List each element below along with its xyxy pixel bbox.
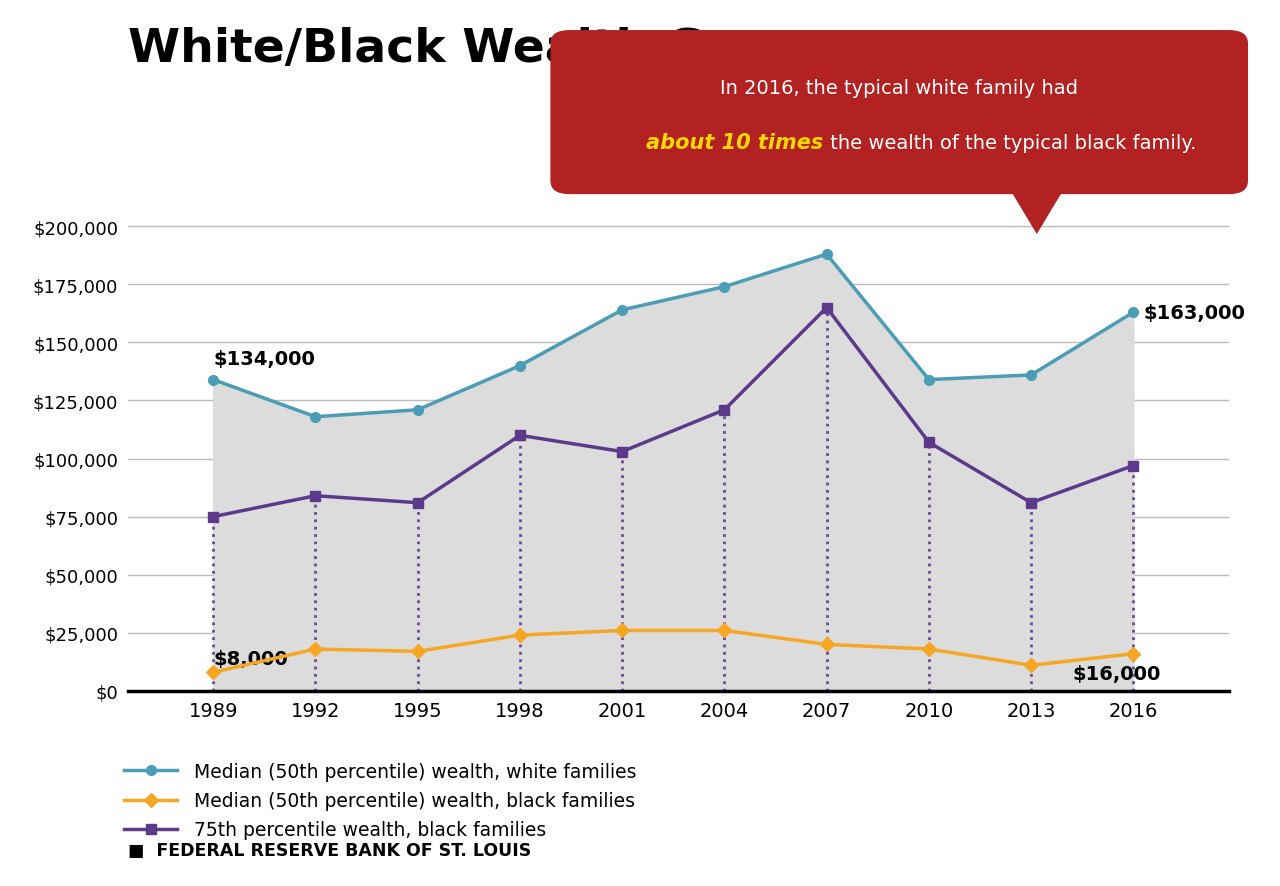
Text: $8,000: $8,000 [214, 649, 288, 668]
Text: about 10 times: about 10 times [646, 133, 823, 153]
Text: White/Black Wealth Gap: White/Black Wealth Gap [128, 27, 771, 72]
Text: the wealth of the typical black family.: the wealth of the typical black family. [824, 134, 1197, 152]
Text: ■  FEDERAL RESERVE BANK OF ST. LOUIS: ■ FEDERAL RESERVE BANK OF ST. LOUIS [128, 842, 531, 859]
Text: In 2016, the typical white family had: In 2016, the typical white family had [721, 79, 1078, 97]
Text: $16,000: $16,000 [1073, 664, 1161, 683]
Text: $134,000: $134,000 [214, 350, 315, 369]
Text: $163,000: $163,000 [1143, 303, 1245, 323]
Legend: Median (50th percentile) wealth, white families, Median (50th percentile) wealth: Median (50th percentile) wealth, white f… [116, 755, 644, 847]
